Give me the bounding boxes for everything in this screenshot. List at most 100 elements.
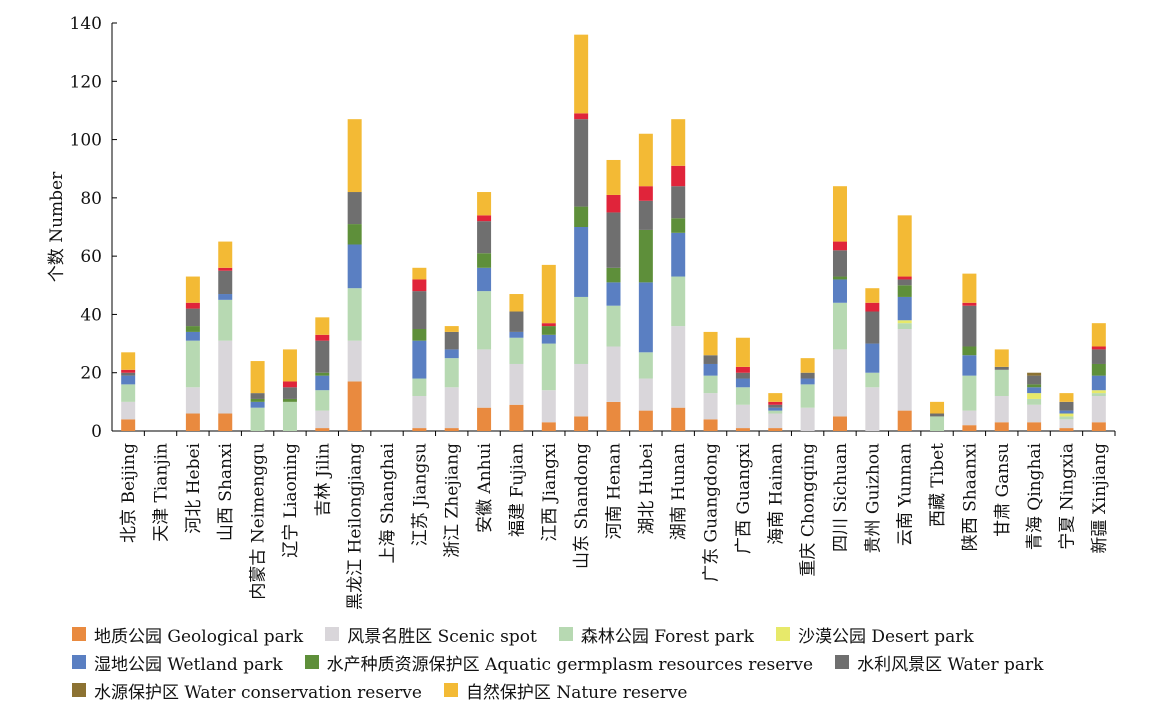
bar-segment-water-park (865, 311, 880, 344)
x-tick-label: 河南 Henan (605, 443, 625, 539)
bar-segment-forest-park (282, 401, 297, 431)
bar-segment-aquatic-germplasm-resources-reserve (185, 326, 200, 332)
bar-segment-wetland-park (218, 294, 233, 300)
bar-segment-forest-park (735, 387, 750, 405)
bar-segment-wetland-park (509, 331, 524, 338)
bar-segment-scenic-spot (574, 363, 589, 417)
x-tick-label: 浙江 Zhejiang (443, 443, 463, 558)
bar-segment-wetland-park (865, 343, 880, 373)
bar-segment-forest-park (671, 276, 686, 327)
bar-segment-geological-park (121, 419, 136, 431)
bar-segment-water-park (250, 393, 265, 399)
bar-segment-scenic-spot (477, 349, 492, 408)
legend-swatch-wetland-park (72, 655, 86, 669)
bar-segment-scenic-spot (1091, 396, 1106, 423)
x-tick-label: 广西 Guangxi (734, 442, 754, 553)
bar-segment-nature-reserve (897, 215, 912, 277)
bar-segment-aquatic-germplasm-resources-reserve (832, 276, 847, 280)
bar-segment-geological-park (541, 422, 556, 431)
bar-segment-nature-reserve (671, 119, 686, 166)
bar-segment-nature-reserve-red (638, 186, 653, 201)
bar-segment-nature-reserve-red (315, 334, 330, 341)
x-tick-label: 内蒙古 Neimenggu (249, 443, 269, 600)
bar-segment-water-park (962, 305, 977, 347)
bar-segment-aquatic-germplasm-resources-reserve (638, 229, 653, 283)
x-tick-label: 辽宁 Liaoning (281, 443, 301, 558)
bar-segment-nature-reserve (121, 352, 136, 370)
bar-segment-nature-reserve (218, 241, 233, 268)
bar-segment-forest-park (865, 372, 880, 388)
bar-segment-nature-reserve (185, 276, 200, 303)
bar-segment-aquatic-germplasm-resources-reserve (897, 285, 912, 297)
bar-segment-nature-reserve (477, 192, 492, 216)
bar-segment-water-park (671, 186, 686, 219)
x-tick-label: 天津 Tianjin (152, 443, 172, 542)
bar-segment-nature-reserve (509, 294, 524, 312)
bar-segment-water-park (1091, 349, 1106, 364)
bar-segment-forest-park (315, 390, 330, 411)
bar-segment-nature-reserve-red (185, 302, 200, 309)
bar-segment-geological-park (735, 428, 750, 431)
x-tick-label: 陕西 Shaanxi (960, 442, 980, 551)
legend-swatch-water-park (835, 655, 850, 669)
bar-segment-nature-reserve-red (768, 401, 783, 405)
bar-segment-aquatic-germplasm-resources-reserve (347, 224, 362, 245)
x-tick-label: 广东 Guangdong (702, 443, 722, 582)
bar-segment-geological-park (218, 413, 233, 431)
bar-segment-wetland-park (703, 363, 718, 376)
bar-segment-geological-park (768, 428, 783, 431)
bar-segment-nature-reserve (347, 119, 362, 193)
bar-segment-scenic-spot (638, 378, 653, 411)
bar-segment-geological-park (962, 425, 977, 431)
bar-segment-water-park (315, 340, 330, 373)
bar-segment-nature-reserve-red (671, 165, 686, 187)
bar-segment-nature-reserve-red (121, 369, 136, 373)
bar-segment-forest-park (185, 340, 200, 388)
bar-segment-geological-park (1091, 422, 1106, 431)
bar-segment-geological-park (477, 407, 492, 431)
x-tick-label: 湖北 Hubei (637, 442, 657, 534)
bar-segment-nature-reserve (315, 317, 330, 335)
bar-segment-nature-reserve (282, 349, 297, 382)
x-tick-label: 宁夏 Ningxia (1057, 443, 1077, 550)
bar-segment-geological-park (444, 428, 459, 431)
bar-segment-water-park (735, 372, 750, 379)
bar-segment-geological-park (412, 428, 427, 431)
bar-segment-aquatic-germplasm-resources-reserve (541, 326, 556, 335)
bar-segment-forest-park (800, 384, 815, 408)
legend-swatch-desert-park (775, 627, 790, 641)
bar-segment-nature-reserve-red (735, 366, 750, 373)
bar-segment-forest-park (768, 410, 783, 414)
bar-segment-nature-reserve-red (832, 241, 847, 251)
bar-segment-geological-park (185, 413, 200, 431)
bar-segment-scenic-spot (768, 413, 783, 429)
legend-row-3: 水源保护区 Water conservation reserve 自然保护区 N… (72, 676, 1152, 704)
legend-label-nature-reserve: 自然保护区 Nature reserve (465, 682, 688, 703)
bar-segment-wetland-park (444, 349, 459, 359)
bar-segment-desert-park (1027, 393, 1042, 399)
bar-segment-forest-park (509, 337, 524, 364)
bar-segment-forest-park (444, 358, 459, 388)
bar-segment-water-park (768, 404, 783, 408)
bar-segment-water-park (897, 279, 912, 286)
bar-segment-nature-reserve (444, 326, 459, 332)
bar-segment-water-park (994, 366, 1009, 370)
bar-segment-scenic-spot (1059, 419, 1074, 429)
x-tick-label: 西藏 Tibet (928, 443, 948, 527)
x-tick-label: 青海 Qinghai (1025, 442, 1045, 550)
x-tick-label: 安徽 Anhui (475, 442, 495, 533)
legend-item-scenic-spot: 风景名胜区 Scenic spot (325, 622, 537, 647)
bar-segment-scenic-spot (735, 404, 750, 429)
bar-segment-geological-park (606, 401, 621, 431)
bar-segment-water-park (800, 372, 815, 379)
x-tick-label: 山东 Shandong (572, 443, 592, 569)
bar-segment-nature-reserve (832, 186, 847, 242)
bar-segment-aquatic-germplasm-resources-reserve (250, 398, 265, 402)
legend-swatch-aquatic-germplasm-reserve (304, 655, 319, 669)
bar-segment-scenic-spot (606, 346, 621, 402)
bar-segment-forest-park (1091, 393, 1106, 397)
bar-segment-water-park (477, 221, 492, 254)
legend-item-water-conservation-reserve: 水源保护区 Water conservation reserve (72, 678, 422, 703)
bar-segment-aquatic-germplasm-resources-reserve (1027, 384, 1042, 388)
bar-segment-forest-park (930, 416, 945, 431)
